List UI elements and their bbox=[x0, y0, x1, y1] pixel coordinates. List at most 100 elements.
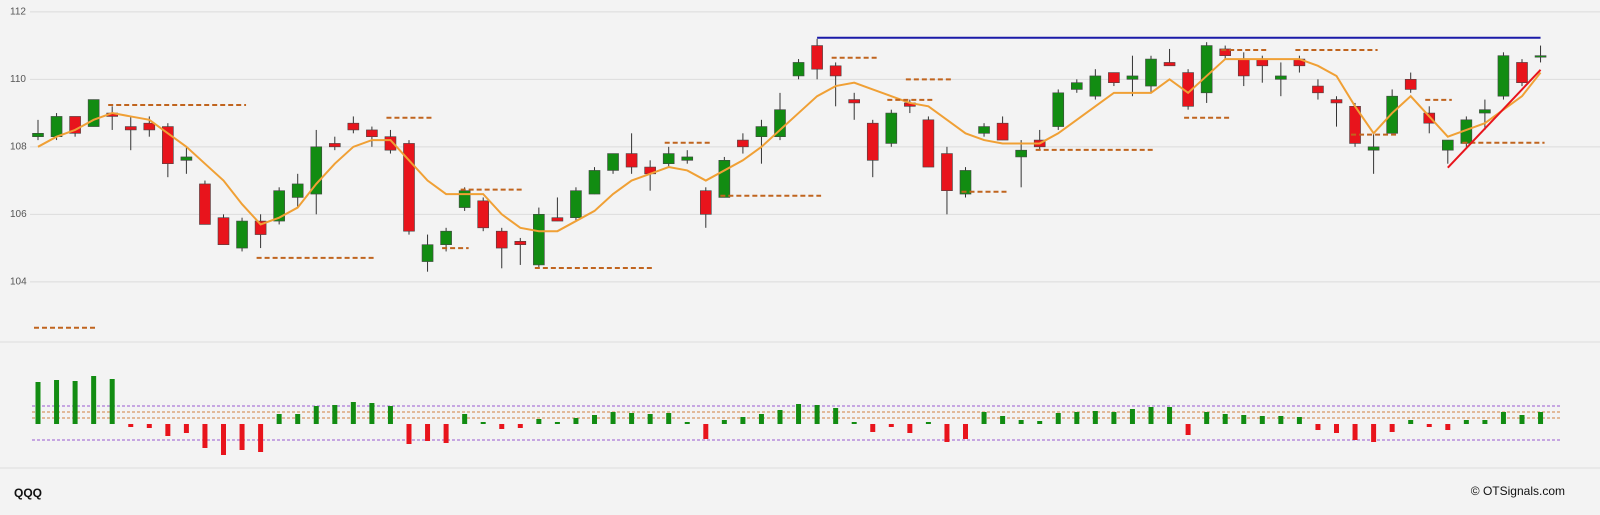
candle-body bbox=[607, 153, 619, 171]
oscillator-bar bbox=[610, 412, 616, 424]
candle-body bbox=[162, 126, 174, 164]
oscillator-bar bbox=[1538, 412, 1544, 424]
oscillator-bar bbox=[1296, 417, 1302, 424]
oscillator-bar bbox=[740, 417, 746, 424]
candle-body bbox=[1015, 149, 1027, 158]
candle-body bbox=[885, 112, 898, 144]
candle-body bbox=[1386, 95, 1398, 134]
candle-body bbox=[1089, 75, 1102, 97]
candle-body bbox=[922, 119, 935, 168]
candle-body bbox=[1237, 58, 1250, 77]
oscillator-bar bbox=[1259, 416, 1265, 424]
oscillator-bar bbox=[554, 422, 560, 424]
oscillator-bar bbox=[721, 420, 727, 424]
oscillator-bar bbox=[202, 424, 208, 448]
oscillator-bar bbox=[1148, 407, 1154, 424]
candle-body bbox=[1256, 58, 1269, 67]
oscillator-bar bbox=[1389, 424, 1395, 432]
candle-body bbox=[495, 230, 508, 249]
oscillator-bar bbox=[1426, 424, 1432, 427]
oscillator-bar bbox=[1204, 412, 1210, 424]
oscillator-bar bbox=[573, 418, 579, 424]
candle-body bbox=[1163, 62, 1176, 67]
candle-body bbox=[1312, 85, 1324, 94]
oscillator-bar bbox=[592, 415, 597, 424]
candle-body bbox=[403, 143, 415, 232]
oscillator-bar bbox=[1222, 414, 1228, 424]
oscillator-bar bbox=[1352, 424, 1358, 440]
oscillator-bar bbox=[1167, 407, 1173, 424]
candle-body bbox=[1442, 139, 1454, 151]
moving-average bbox=[37, 58, 1542, 233]
oscillator-bar bbox=[1074, 412, 1080, 424]
oscillator-bar bbox=[128, 424, 134, 427]
candle-body bbox=[570, 190, 582, 218]
oscillator-bar bbox=[1185, 424, 1191, 435]
candle-body bbox=[811, 45, 823, 70]
oscillator-bar bbox=[833, 408, 839, 424]
candle-body bbox=[217, 217, 230, 245]
candle-body bbox=[1404, 79, 1417, 90]
candle-body bbox=[848, 99, 861, 104]
oscillator-bar bbox=[888, 424, 894, 427]
candle-body bbox=[421, 244, 434, 262]
oscillator-bar bbox=[72, 381, 78, 424]
candle-body bbox=[477, 200, 490, 229]
trend-line bbox=[1447, 69, 1542, 169]
oscillator-bar bbox=[851, 422, 857, 424]
symbol: QQQ bbox=[14, 486, 42, 500]
oscillator-bar bbox=[258, 424, 264, 452]
candle-body bbox=[1367, 146, 1380, 151]
candle-body bbox=[1516, 62, 1528, 83]
candle-body bbox=[199, 183, 211, 225]
candle-body bbox=[792, 62, 805, 77]
oscillator-bar bbox=[629, 413, 635, 424]
oscillator-bar bbox=[239, 424, 245, 450]
candle-body bbox=[1052, 92, 1065, 127]
candle-body bbox=[458, 190, 471, 208]
oscillator-bar bbox=[944, 424, 950, 442]
oscillator-bar bbox=[1315, 424, 1321, 430]
oscillator-bar bbox=[1500, 412, 1506, 424]
oscillator-bar bbox=[276, 414, 282, 424]
oscillator-bar bbox=[183, 424, 189, 433]
oscillator-bar bbox=[221, 424, 226, 455]
candle-body bbox=[291, 183, 304, 198]
oscillator-bar bbox=[1334, 424, 1339, 433]
oscillator-bar bbox=[684, 422, 690, 424]
oscillator-bar bbox=[1408, 420, 1414, 424]
candle-body bbox=[50, 116, 63, 137]
oscillator-bar bbox=[425, 424, 431, 441]
candle-body bbox=[718, 160, 731, 198]
candle-body bbox=[978, 126, 990, 134]
candle-body bbox=[1330, 99, 1343, 104]
candle-body bbox=[755, 126, 768, 137]
oscillator-bar bbox=[295, 414, 301, 424]
candle-body bbox=[254, 220, 267, 235]
y-tick-label: 112 bbox=[10, 6, 26, 17]
oscillator-bar bbox=[647, 414, 653, 424]
oscillator-bar bbox=[109, 379, 115, 424]
candle-body bbox=[1071, 82, 1083, 90]
candle-body bbox=[1219, 48, 1231, 56]
candle-body bbox=[699, 190, 712, 215]
candle-body bbox=[737, 139, 749, 148]
oscillator-bar bbox=[1111, 412, 1117, 424]
oscillator-bar bbox=[981, 412, 987, 424]
candle-body bbox=[533, 214, 545, 266]
candle-body bbox=[1108, 72, 1120, 83]
oscillator-bar bbox=[165, 424, 171, 436]
oscillator-bar bbox=[1129, 409, 1135, 424]
candle-body bbox=[440, 230, 452, 245]
oscillator-bar bbox=[54, 380, 60, 424]
candle-body bbox=[996, 122, 1009, 141]
oscillator-bar bbox=[146, 424, 152, 428]
candle-body bbox=[366, 129, 378, 137]
candle-body bbox=[1497, 55, 1510, 97]
oscillator-bar bbox=[1055, 413, 1061, 424]
oscillator-bar bbox=[517, 424, 523, 428]
oscillator-bar bbox=[963, 424, 968, 439]
candle-body bbox=[1423, 112, 1436, 124]
oscillator-bar bbox=[814, 405, 820, 424]
oscillator-bar bbox=[1519, 415, 1525, 424]
